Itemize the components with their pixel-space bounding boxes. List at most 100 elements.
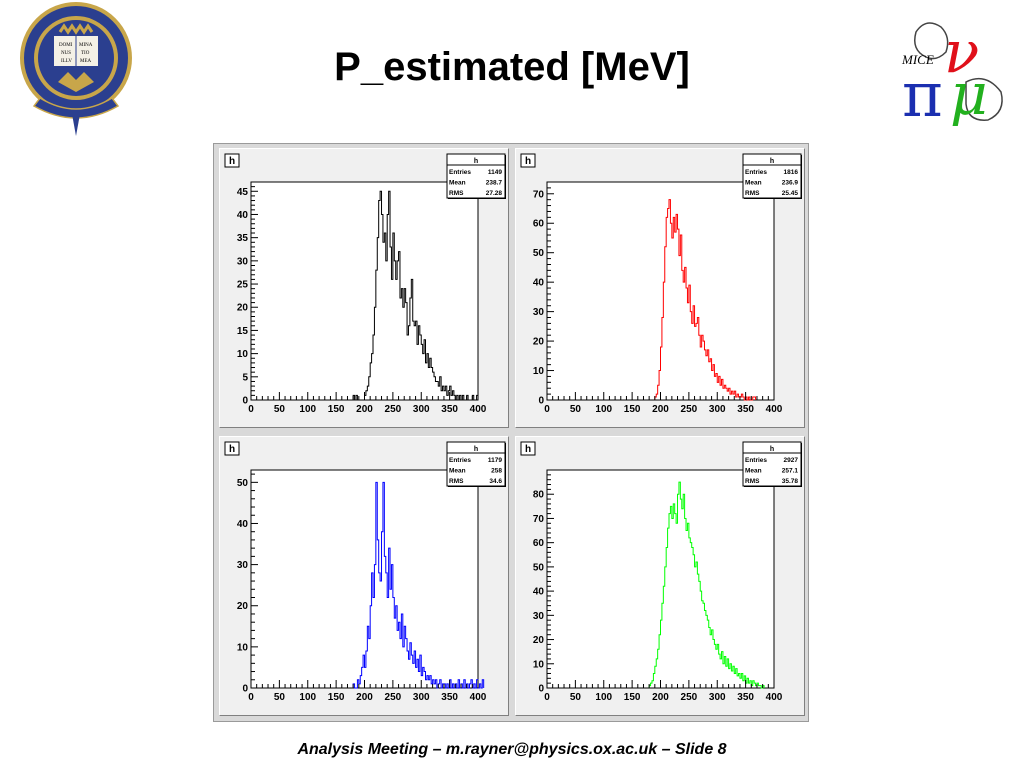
y-tick-label: 10 <box>237 349 249 360</box>
root-canvas: 0 50 100 150 200 250 300 350 400 0 5 10 15 20 25 30 35 40… <box>213 143 809 722</box>
nu-symbol: ν <box>944 18 979 86</box>
y-tick-label: 0 <box>538 396 544 407</box>
histogram-name-tag: h <box>229 156 235 167</box>
stats-label: RMS <box>449 478 464 485</box>
x-tick-label: 100 <box>299 692 316 703</box>
stats-label: Mean <box>449 180 466 187</box>
y-tick-label: 60 <box>533 538 545 549</box>
x-tick-label: 250 <box>385 404 402 415</box>
x-tick-label: 350 <box>737 404 754 415</box>
histogram-name-box <box>224 441 240 456</box>
x-tick-label: 200 <box>652 692 669 703</box>
stats-label: Mean <box>745 180 762 187</box>
x-tick-label: 400 <box>470 404 487 415</box>
stats-label: Mean <box>745 468 762 475</box>
histogram-panel-bottom-left[interactable]: 0 50 100 150 200 250 300 350 400 0 10 20 30 40 50 h h Ent… <box>219 436 509 716</box>
stats-label: RMS <box>745 478 760 485</box>
stats-value: 238.7 <box>486 180 503 187</box>
histogram-name-tag: h <box>525 444 531 455</box>
stats-label: Entries <box>745 457 767 464</box>
stats-label: Entries <box>449 169 471 176</box>
motto-line-4: MINA <box>79 43 93 48</box>
histogram-plot-top-right: 0 50 100 150 200 250 300 350 400 0 10 20 30 40 50 60 70 h… <box>520 153 802 415</box>
x-tick-label: 400 <box>766 692 783 703</box>
y-tick-label: 60 <box>533 219 545 230</box>
y-tick-label: 40 <box>533 587 545 598</box>
stats-value: 1179 <box>488 457 502 464</box>
plot-frame <box>250 181 479 401</box>
histogram-name-tag: h <box>229 444 235 455</box>
x-tick-label: 350 <box>737 692 754 703</box>
stats-box <box>742 153 802 199</box>
motto-line-6: MEA <box>80 59 92 64</box>
histogram-panel-bottom-right[interactable]: 0 50 100 150 200 250 300 350 400 0 10 20 30 40 50 60 70 8… <box>515 436 805 716</box>
stats-label: Entries <box>745 169 767 176</box>
y-tick-label: 40 <box>237 519 249 530</box>
histogram-panel-top-right[interactable]: 0 50 100 150 200 250 300 350 400 0 10 20 30 40 50 60 70 h… <box>515 148 805 428</box>
x-tick-label: 300 <box>709 404 726 415</box>
y-tick-label: 30 <box>237 560 249 571</box>
y-tick-label: 50 <box>237 478 249 489</box>
x-tick-label: 0 <box>544 404 550 415</box>
x-tick-label: 150 <box>328 404 345 415</box>
y-tick-label: 0 <box>242 684 248 695</box>
stats-box <box>446 441 506 487</box>
histogram-name-box <box>520 441 536 456</box>
stats-box <box>742 441 802 487</box>
y-tick-label: 35 <box>237 233 249 244</box>
mice-logo-icon: MICE π ν μ <box>901 18 1003 131</box>
y-tick-label: 45 <box>237 187 249 198</box>
x-tick-label: 0 <box>544 692 550 703</box>
x-tick-label: 300 <box>413 692 430 703</box>
x-tick-label: 400 <box>766 404 783 415</box>
plot-frame <box>546 469 775 689</box>
pi-symbol: π <box>902 58 943 131</box>
stats-title: h <box>474 446 478 453</box>
y-tick-label: 80 <box>533 490 545 501</box>
stats-title: h <box>770 446 774 453</box>
x-tick-label: 200 <box>652 404 669 415</box>
y-tick-label: 40 <box>237 210 249 221</box>
y-tick-label: 20 <box>533 337 545 348</box>
y-tick-label: 20 <box>237 303 249 314</box>
y-tick-label: 15 <box>237 326 249 337</box>
x-tick-label: 0 <box>248 692 254 703</box>
y-tick-label: 50 <box>533 562 545 573</box>
histogram-name-box <box>520 153 536 168</box>
y-tick-label: 0 <box>242 396 248 407</box>
y-tick-label: 50 <box>533 248 545 259</box>
x-tick-label: 100 <box>299 404 316 415</box>
histogram-plot-top-left: 0 50 100 150 200 250 300 350 400 0 5 10 15 20 25 30 35 40… <box>224 153 506 415</box>
y-tick-label: 20 <box>237 601 249 612</box>
x-tick-label: 100 <box>595 692 612 703</box>
x-tick-label: 0 <box>248 404 254 415</box>
stats-box <box>446 153 506 199</box>
y-tick-label: 25 <box>237 280 249 291</box>
x-tick-label: 200 <box>356 692 373 703</box>
y-tick-label: 5 <box>242 372 248 383</box>
stats-label: Mean <box>449 468 466 475</box>
stats-value: 2927 <box>784 457 799 464</box>
motto-line-5: TIO <box>81 51 90 56</box>
plot-frame <box>250 469 479 689</box>
histogram-panel-top-left[interactable]: 0 50 100 150 200 250 300 350 400 0 5 10 15 20 25 30 35 40… <box>219 148 509 428</box>
slide-title: P_estimated [MeV] <box>334 45 690 89</box>
histogram-line <box>352 481 485 689</box>
y-tick-label: 10 <box>533 659 545 670</box>
x-tick-label: 150 <box>624 692 641 703</box>
y-tick-label: 70 <box>533 189 545 200</box>
y-tick-label: 30 <box>533 611 545 622</box>
x-tick-label: 350 <box>441 404 458 415</box>
histogram-line <box>654 199 757 401</box>
stats-label: RMS <box>745 190 760 197</box>
stats-label: RMS <box>449 190 464 197</box>
stats-title: h <box>770 158 774 165</box>
histogram-line <box>648 481 765 689</box>
x-tick-label: 350 <box>441 692 458 703</box>
stats-value: 27.28 <box>486 190 503 197</box>
y-tick-label: 0 <box>538 684 544 695</box>
y-tick-label: 20 <box>533 635 545 646</box>
motto-line-3: ILLV <box>61 59 72 64</box>
y-tick-label: 10 <box>533 366 545 377</box>
